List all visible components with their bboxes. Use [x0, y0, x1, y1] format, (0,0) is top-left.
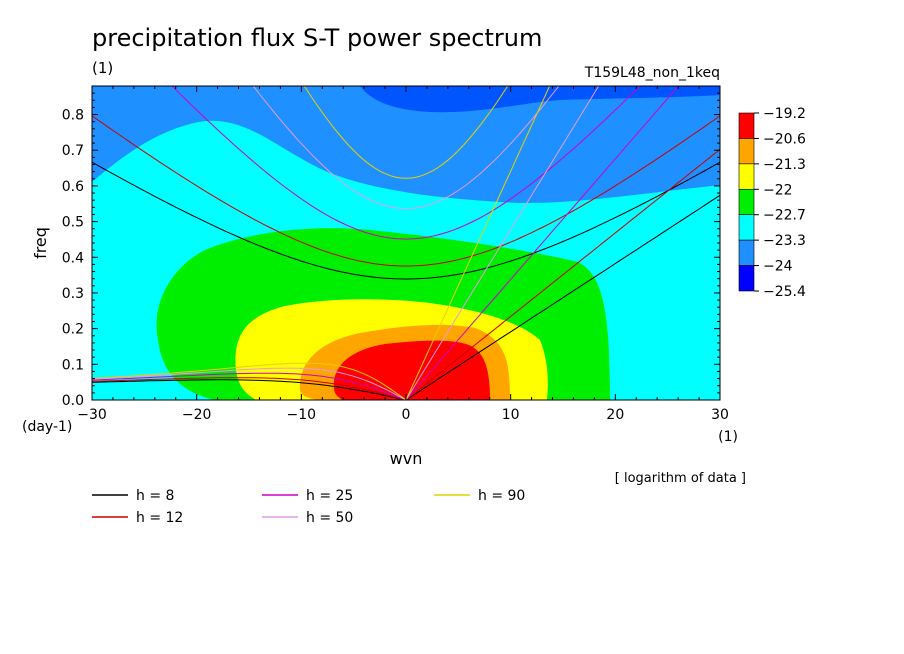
y-tick-label: 0.5: [62, 215, 84, 231]
colorbar-label: −22.7: [763, 208, 806, 224]
y-tick-label: 0.2: [62, 322, 84, 338]
kelvin-wave-curve: [405, 194, 720, 400]
colorbar-label: −25.4: [763, 284, 806, 300]
legend-label: h = 90: [478, 488, 525, 504]
inertia-gravity-curve: [303, 86, 509, 179]
colorbar: −19.2 −20.6 −21.3 −22 −22.7 −23.3 −24 −25.4: [738, 106, 806, 300]
chart-title: precipitation flux S-T power spectrum: [92, 24, 542, 52]
contour-band: [92, 86, 720, 203]
x-tick-label: −30: [77, 407, 107, 423]
y-tick-label: 0.4: [62, 250, 84, 266]
rossby-wave-curve: [92, 372, 407, 400]
x-axis-label: wvn: [390, 449, 423, 468]
rossby-wave-curve: [92, 379, 407, 400]
y-tick-label: 0.6: [62, 179, 84, 195]
kelvin-wave-curve: [405, 86, 600, 400]
x-tick-label: −20: [182, 407, 212, 423]
y-tick-label: 0.0: [62, 393, 84, 409]
legend-label: h = 25: [306, 488, 353, 504]
colorbar-swatch: [738, 265, 755, 292]
legend-label: h = 8: [136, 488, 174, 504]
legend: h = 8 h = 12 h = 25 h = 50 h = 90: [92, 488, 525, 526]
x-tick-label: −10: [287, 407, 317, 423]
contour-band: [333, 340, 490, 400]
colorbar-label: −20.6: [763, 131, 806, 147]
colorbar-swatch: [738, 239, 755, 266]
contour-band: [360, 86, 720, 113]
data-note: [ logarithm of data ]: [615, 471, 746, 486]
inertia-gravity-curve: [252, 86, 560, 210]
y-tick-label: 0.8: [62, 108, 84, 124]
colorbar-swatch: [738, 214, 755, 241]
y-tick-label: 0.7: [62, 143, 84, 159]
kelvin-wave-curve: [405, 148, 720, 400]
y-tick-label: 0.3: [62, 286, 84, 302]
colorbar-swatch: [738, 163, 755, 190]
x-axis-unit: (1): [718, 429, 738, 445]
colorbar-label: −24: [763, 259, 793, 275]
kelvin-wave-curve: [405, 86, 680, 400]
rossby-wave-curve: [92, 367, 407, 400]
colorbar-label: −23.3: [763, 233, 806, 249]
y-axis-unit: (day-1): [22, 419, 72, 435]
plot-area: [91, 85, 721, 401]
inertia-gravity-curve: [92, 161, 720, 280]
rossby-wave-curve: [92, 362, 407, 400]
inertia-gravity-curve: [92, 115, 720, 267]
y-axis-label: freq: [31, 227, 50, 259]
y-tick-label: 0.1: [62, 357, 84, 373]
chart-subtitle-left: (1): [92, 59, 113, 77]
x-tick-label: 0: [402, 407, 411, 423]
colorbar-label: −22: [763, 182, 793, 198]
colorbar-label: −19.2: [763, 106, 806, 122]
rossby-wave-curve: [92, 377, 407, 400]
x-tick-label: 10: [502, 407, 520, 423]
x-tick-label: 20: [606, 407, 624, 423]
x-tick-label: 30: [711, 407, 729, 423]
inertia-gravity-curve: [171, 86, 641, 240]
colorbar-swatch: [738, 112, 755, 139]
legend-label: h = 12: [136, 510, 183, 526]
kelvin-wave-curve: [405, 86, 551, 400]
colorbar-label: −21.3: [763, 157, 806, 173]
colorbar-swatch: [738, 188, 755, 216]
colorbar-swatch: [738, 138, 755, 165]
chart-subtitle-right: T159L48_non_1keq: [584, 65, 720, 81]
legend-label: h = 50: [306, 510, 353, 526]
